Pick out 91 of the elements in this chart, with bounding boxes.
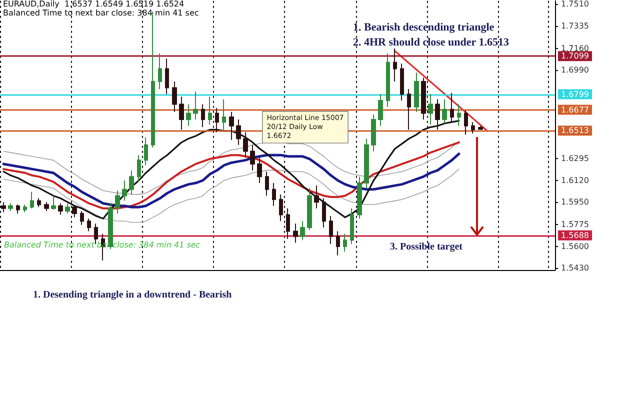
candlestick [257,157,262,184]
candlestick [37,198,41,208]
candlestick [400,63,404,101]
annotation: 1. Bearish descending triangle [353,22,494,34]
candlestick [222,98,226,130]
candlestick [144,136,148,166]
candlestick [293,223,298,244]
candlestick [250,144,255,171]
candlestick [65,202,70,214]
candlestick [407,88,411,130]
candlestick [272,182,276,206]
candlestick [414,72,419,112]
y-tick-label: 1.5950 [561,198,589,207]
candlestick [208,96,212,126]
candlestick [300,220,305,241]
candlestick [279,194,283,222]
candlestick [265,171,269,196]
candlestick [350,208,354,244]
y-tick-label: 1.5775 [561,220,589,229]
candlestick [80,210,84,226]
candlestick [215,108,219,133]
candlestick [201,104,205,128]
candlestick [421,77,426,120]
ref-line-label: 1.5688 [561,230,589,240]
candlestick [179,96,184,130]
candlestick [322,198,326,228]
candlestick [428,94,433,126]
candlestick [442,98,447,124]
candlestick [1,202,6,213]
candlestick [186,104,191,126]
annotation: 2. 4HR should close under 1.6513 [353,36,510,48]
candlestick [115,190,120,214]
candlestick [343,233,347,252]
y-tick-label: 1.7335 [561,22,589,31]
ref-line-label: 1.6799 [561,90,589,99]
y-tick-label: 1.6990 [561,66,589,75]
annotation: 3. Possible target [390,242,464,252]
candlestick [457,104,461,126]
candlestick [336,230,340,256]
candlestick [386,53,390,108]
line-series [3,168,460,223]
candlestick [158,53,162,90]
chart-title: EURAUD,Daily 1.6537 1.6549 1.6519 1.6524 [3,0,184,8]
candlestick [464,110,468,136]
ref-line-label: 1.7099 [561,52,589,61]
candlestick [236,119,241,146]
candlestick [286,208,290,240]
candlestick [393,48,397,82]
candlestick [87,218,91,232]
candlestick [58,202,63,216]
y-tick-label: 1.5600 [561,242,589,252]
ref-line-label: 1.6513 [561,126,589,136]
line-series [2,120,460,220]
candlestick [172,80,177,112]
candlestick [23,204,27,213]
y-tick-label: 1.6120 [561,176,589,185]
candlestick [364,138,369,189]
candlestick [307,188,312,231]
candlestick [243,132,248,158]
candlestick [229,111,234,140]
text: 1. Desending triangle in a downtrend - Bearish [33,290,232,300]
candlestick [478,126,483,130]
candlestick [137,154,141,182]
candlestick [371,114,376,152]
candlestick [193,91,198,120]
candlestick [435,98,440,130]
candlestick [378,94,383,126]
line-series [3,140,460,195]
candlestick [314,185,319,209]
candlestick [51,195,56,210]
candlestick [165,58,169,95]
candlestick [357,176,362,220]
candlestick [129,170,134,195]
candlestick [151,11,155,148]
candlestick [94,223,98,244]
candlestick [16,204,20,214]
candlestick [8,202,13,212]
ref-line-label: 1.6677 [561,105,589,114]
candlestick [72,205,77,218]
line-series [2,152,460,208]
candlestick [44,202,49,212]
y-tick-label: 1.6295 [561,154,589,163]
candlestick [450,92,454,123]
candlestick [30,191,34,209]
y-tick-label: 1.7160 [561,44,589,53]
candlestick [329,216,333,244]
candlestick [122,180,127,202]
candlestick [471,122,475,134]
y-tick-label: 1.7510 [561,0,589,8]
y-tick-label: 1.5430 [561,264,589,273]
line-series [2,141,460,210]
